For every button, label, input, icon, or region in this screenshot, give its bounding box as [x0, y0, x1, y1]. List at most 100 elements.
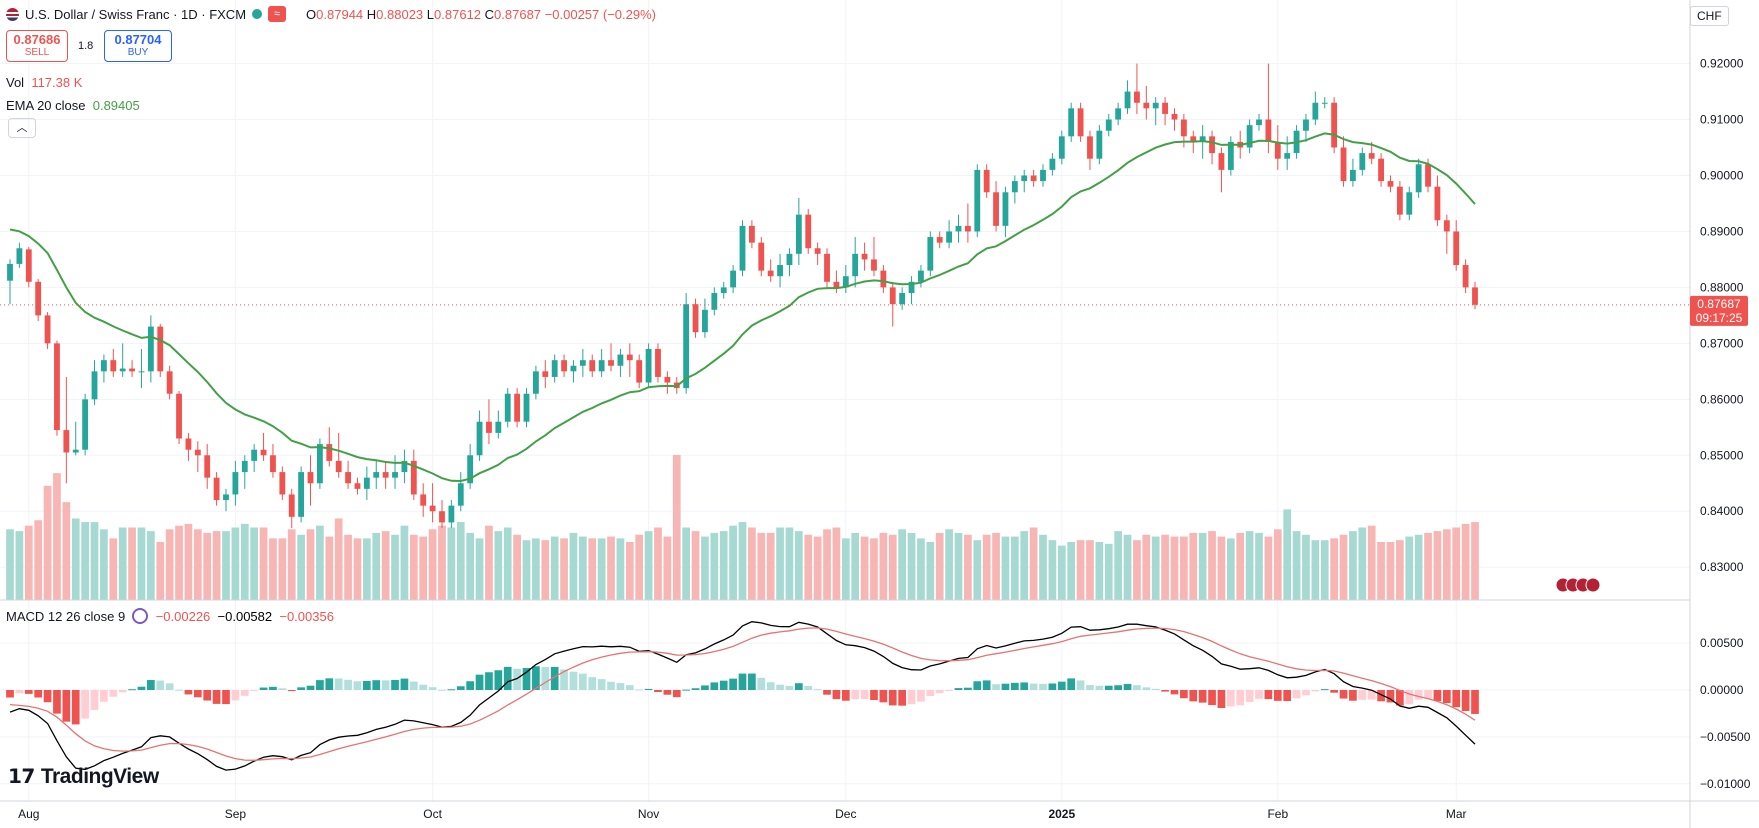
- candle: [1387, 175, 1394, 193]
- volume-bar: [53, 473, 61, 600]
- volume-bar: [6, 529, 14, 600]
- macd-hist-bar: [607, 681, 615, 690]
- ema20-line: [9, 132, 1476, 483]
- volume-bar: [269, 538, 277, 600]
- macd-hist-bar: [156, 680, 165, 690]
- candle: [561, 354, 567, 377]
- candle: [889, 281, 896, 327]
- candle: [147, 315, 154, 383]
- macd-settings-icon[interactable]: [132, 608, 149, 624]
- candle: [270, 444, 276, 478]
- candle: [439, 500, 445, 529]
- macd-hist-bar: [1067, 678, 1076, 690]
- price-tick-label: 0.92000: [1700, 57, 1744, 71]
- candle: [1350, 158, 1356, 187]
- sell-button[interactable]: 0.87686 SELL: [6, 30, 68, 62]
- volume-bar: [316, 525, 324, 600]
- candle: [223, 488, 229, 512]
- volume-legend[interactable]: Vol 117.38 K: [6, 75, 83, 90]
- volume-bar: [1039, 534, 1047, 600]
- macd-hist-bar: [6, 690, 14, 698]
- approx-icon[interactable]: ≈: [268, 6, 287, 22]
- candle: [429, 483, 436, 523]
- macd-hist-bar: [870, 690, 878, 700]
- volume-bar: [973, 540, 982, 600]
- volume-bar: [945, 529, 953, 600]
- macd-hist-bar: [898, 690, 906, 706]
- candle: [1077, 102, 1084, 142]
- macd-hist-bar: [1170, 690, 1179, 695]
- collapse-legend-button[interactable]: ︿: [8, 118, 36, 138]
- macd-hist-bar: [926, 690, 935, 697]
- candle: [16, 242, 23, 268]
- candle: [1359, 147, 1366, 176]
- volume-bar: [1180, 536, 1188, 600]
- ema-legend[interactable]: EMA 20 close 0.89405: [6, 98, 140, 113]
- macd-hist-bar: [1311, 690, 1320, 692]
- macd-hist-bar: [682, 689, 691, 691]
- candle: [119, 343, 126, 377]
- candle: [251, 444, 258, 473]
- macd-hist-bar: [475, 674, 484, 690]
- buy-button[interactable]: 0.87704 BUY: [104, 30, 172, 62]
- volume-bar: [363, 538, 371, 600]
- candle: [25, 247, 32, 288]
- volume-bar: [203, 532, 212, 600]
- volume-bar: [635, 534, 644, 600]
- volume-bar: [1133, 540, 1141, 600]
- event-flags[interactable]: [1555, 577, 1601, 593]
- volume-bar: [1245, 531, 1254, 600]
- currency-unit[interactable]: CHF: [1690, 6, 1729, 26]
- volume-bar: [569, 532, 578, 600]
- candle: [176, 390, 182, 445]
- volume-bar: [165, 529, 174, 600]
- volume-bar: [344, 534, 352, 600]
- macd-hist-bar: [832, 690, 841, 700]
- candlesticks: [7, 63, 1478, 529]
- macd-hist-bar: [203, 690, 212, 701]
- macd-hist-bar: [193, 690, 202, 698]
- macd-hist-bar: [776, 684, 784, 690]
- time-axis[interactable]: Aug Sep Oct Nov Dec 2025 Feb Mar: [18, 807, 1466, 821]
- candle: [1321, 97, 1328, 109]
- macd-hist-bar: [1086, 685, 1094, 690]
- candle: [420, 483, 427, 517]
- candle: [54, 340, 60, 436]
- candle: [476, 410, 483, 461]
- volume-bar: [71, 518, 80, 600]
- candle: [786, 248, 793, 277]
- macd-hist-bar: [794, 683, 803, 690]
- macd-hist-bar: [522, 668, 531, 690]
- macd-hist-bar: [128, 689, 136, 691]
- volume-bar: [1311, 540, 1320, 600]
- macd-legend[interactable]: MACD 12 26 close 9 −0.00226 −0.00582 −0.…: [6, 608, 334, 624]
- last-price-label: 0.87687: [1697, 297, 1741, 311]
- candle: [1396, 181, 1403, 221]
- volume-bar: [841, 538, 850, 600]
- candle: [617, 348, 624, 377]
- volume-bar: [823, 529, 831, 600]
- price-axis[interactable]: 0.92000 0.91000 0.90000 0.89000 0.88000 0.870…: [1700, 57, 1744, 575]
- volume-bar: [588, 538, 597, 600]
- candle: [692, 298, 699, 338]
- candle: [166, 365, 173, 400]
- macd-axis[interactable]: 0.00500 0.00000 −0.00500 −0.01000: [1700, 636, 1751, 791]
- sell-price: 0.87686: [13, 32, 61, 47]
- symbol-title[interactable]: U.S. Dollar / Swiss Franc · 1D · FXCM: [25, 6, 247, 22]
- macd-hist-bar: [494, 670, 503, 690]
- macd-hist-bar: [635, 689, 644, 691]
- volume-bar: [926, 542, 935, 600]
- volume-bar: [438, 525, 446, 600]
- macd-hist-bar: [860, 690, 869, 699]
- macd-hist-bar: [137, 686, 146, 690]
- macd-hist-bar: [381, 680, 390, 690]
- volume-bar: [851, 532, 860, 600]
- volume-bar: [701, 536, 709, 600]
- volume-bar: [738, 522, 747, 600]
- candle: [307, 455, 314, 506]
- candle: [1115, 102, 1122, 126]
- macd-hist-bar: [1414, 690, 1423, 700]
- macd-hist-bar: [1367, 690, 1376, 700]
- volume-bar: [1461, 523, 1470, 600]
